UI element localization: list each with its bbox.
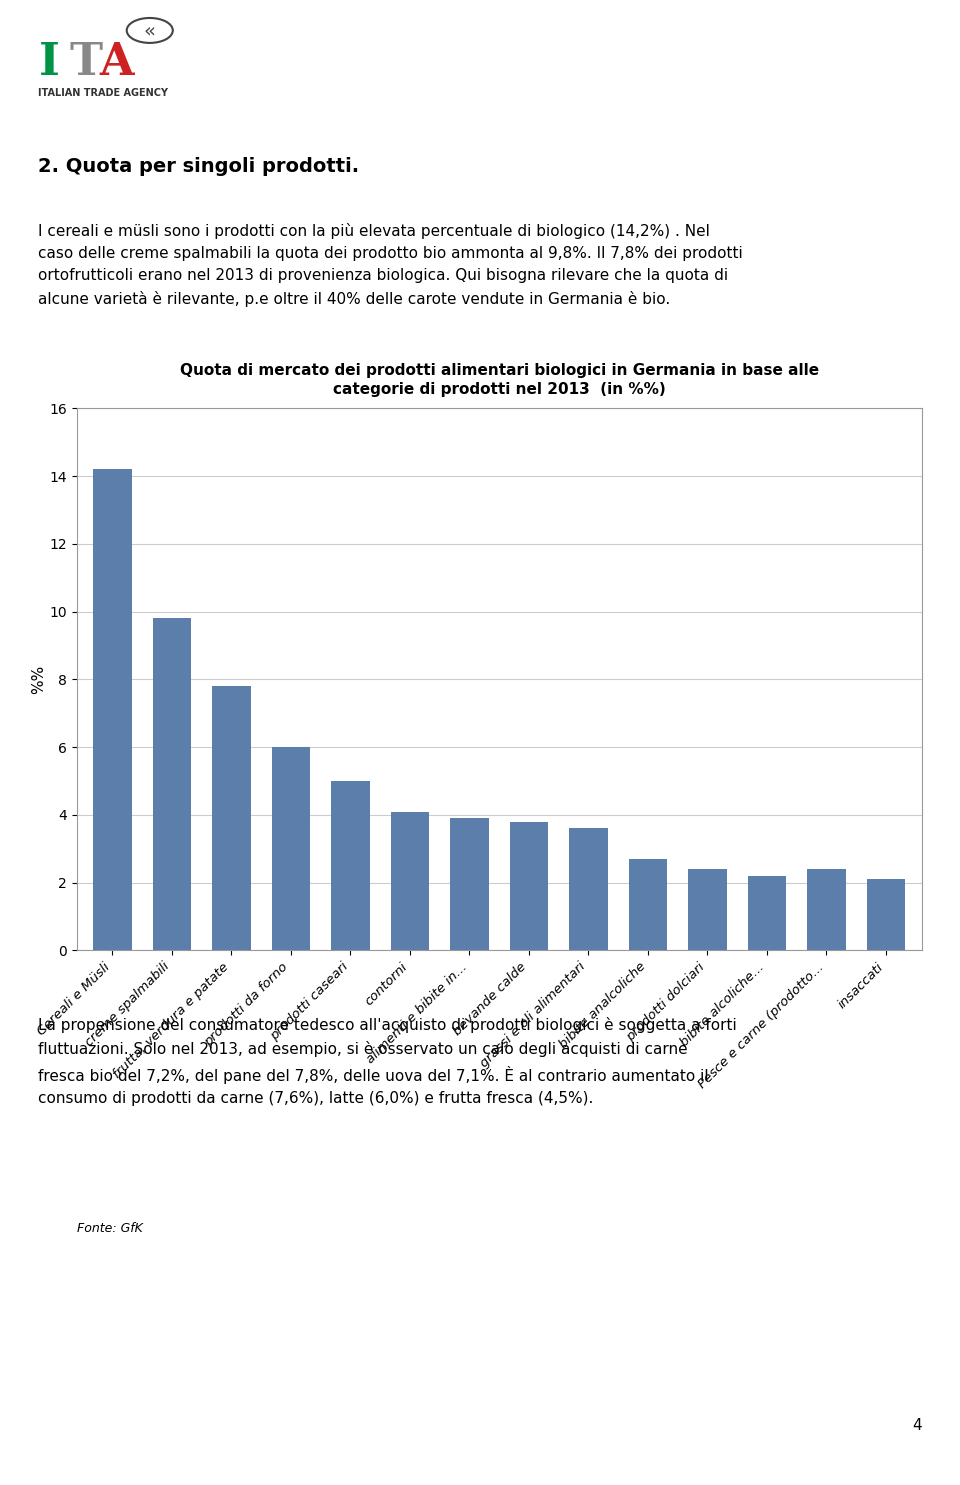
Bar	[867, 879, 905, 950]
Bar	[569, 829, 608, 950]
Text: 2. Quota per singoli prodotti.: 2. Quota per singoli prodotti.	[38, 157, 360, 177]
Y-axis label: %%: %%	[32, 665, 46, 693]
Bar	[93, 469, 132, 950]
Text: A: A	[100, 40, 134, 83]
Bar	[391, 811, 429, 950]
Bar	[272, 747, 310, 950]
Text: T: T	[69, 40, 103, 83]
Bar	[153, 618, 191, 950]
Bar	[331, 781, 370, 950]
Bar	[688, 869, 727, 950]
Bar	[807, 869, 846, 950]
Text: I: I	[38, 40, 60, 83]
Bar	[748, 876, 786, 950]
Title: Quota di mercato dei prodotti alimentari biologici in Germania in base alle
cate: Quota di mercato dei prodotti alimentari…	[180, 362, 819, 398]
Text: 4: 4	[912, 1418, 922, 1433]
Text: «: «	[144, 21, 156, 40]
Text: Fonte: GfK: Fonte: GfK	[77, 1222, 143, 1236]
Bar	[212, 686, 251, 950]
Text: I cereali e müsli sono i prodotti con la più elevata percentuale di biologico (1: I cereali e müsli sono i prodotti con la…	[38, 223, 743, 307]
Bar	[450, 818, 489, 950]
Bar	[629, 858, 667, 950]
Bar	[510, 821, 548, 950]
Text: La propensione del consumatore tedesco all'acquisto di prodotti biologici è sogg: La propensione del consumatore tedesco a…	[38, 1017, 737, 1106]
Text: ITALIAN TRADE AGENCY: ITALIAN TRADE AGENCY	[38, 88, 168, 98]
